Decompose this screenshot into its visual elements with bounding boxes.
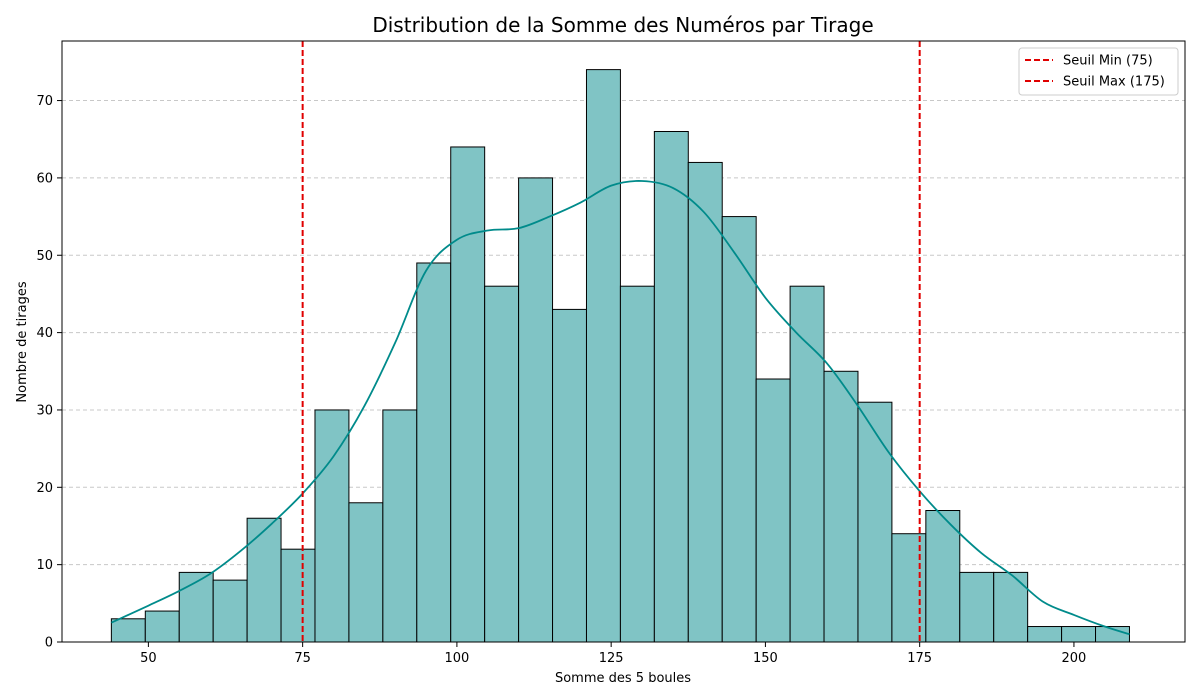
x-tick-label: 125 xyxy=(599,651,624,666)
histogram-bar xyxy=(382,409,418,643)
histogram-bar xyxy=(416,262,452,643)
y-tick-label: 70 xyxy=(36,94,53,109)
legend-label: Seuil Max (175) xyxy=(1063,75,1165,90)
x-tick-label: 150 xyxy=(753,651,778,666)
x-tick-label: 100 xyxy=(444,651,469,666)
histogram-bar xyxy=(1027,626,1063,643)
y-tick-label: 0 xyxy=(45,636,53,651)
y-tick-label: 60 xyxy=(36,171,53,186)
kde-curve xyxy=(110,180,1130,636)
histogram-bar xyxy=(110,618,146,643)
legend: Seuil Min (75) Seuil Max (175) xyxy=(1018,47,1179,96)
histogram-bar xyxy=(280,548,316,643)
histogram-bar xyxy=(925,510,961,643)
y-axis-label: Nombre de tirages xyxy=(15,281,30,402)
histogram-bar xyxy=(1061,626,1097,643)
histogram-bar xyxy=(518,177,554,643)
histogram-bar xyxy=(653,130,689,643)
histogram-bar xyxy=(959,571,995,643)
y-tick-label: 20 xyxy=(36,481,53,496)
legend-label: Seuil Min (75) xyxy=(1063,54,1153,69)
histogram-bar xyxy=(687,161,723,643)
y-tick-label: 40 xyxy=(36,326,53,341)
y-tick-label: 30 xyxy=(36,403,53,418)
histogram-bar xyxy=(348,502,384,643)
histogram-bar xyxy=(619,285,655,643)
axes: 50 75 100 125 150 175 200 0 10 20 30 40 50 60 70 xyxy=(36,40,1186,666)
histogram-bar xyxy=(721,216,757,643)
histogram-bar xyxy=(484,285,520,643)
y-tick-label: 10 xyxy=(36,558,53,573)
chart-title: Distribution de la Somme des Numéros par… xyxy=(372,13,873,37)
x-axis-label: Somme des 5 boules xyxy=(555,671,691,686)
histogram-bar xyxy=(450,146,486,643)
x-tick-label: 175 xyxy=(907,651,932,666)
histogram-bar xyxy=(246,517,282,643)
histogram-bar xyxy=(585,69,621,643)
histogram-bar xyxy=(755,378,791,643)
kde-curve-layer xyxy=(110,180,1130,636)
histogram-bar xyxy=(144,610,180,643)
threshold-lines xyxy=(301,41,921,642)
x-tick-label: 200 xyxy=(1062,651,1087,666)
legend-box xyxy=(1018,47,1179,96)
histogram-bar xyxy=(552,308,587,643)
histogram-bar xyxy=(212,579,248,643)
histogram-bar xyxy=(314,409,350,643)
histogram-bar xyxy=(823,370,859,643)
x-tick-label: 75 xyxy=(294,651,311,666)
histogram-bars xyxy=(110,69,1130,643)
histogram-bar xyxy=(857,401,893,643)
x-tick-label: 50 xyxy=(140,651,157,666)
y-tick-label: 50 xyxy=(36,249,53,264)
histogram-bar xyxy=(789,285,825,643)
plot-frame xyxy=(61,40,1186,643)
histogram-bar xyxy=(178,571,214,643)
histogram-bar xyxy=(993,571,1029,643)
histogram-bar xyxy=(891,533,927,643)
